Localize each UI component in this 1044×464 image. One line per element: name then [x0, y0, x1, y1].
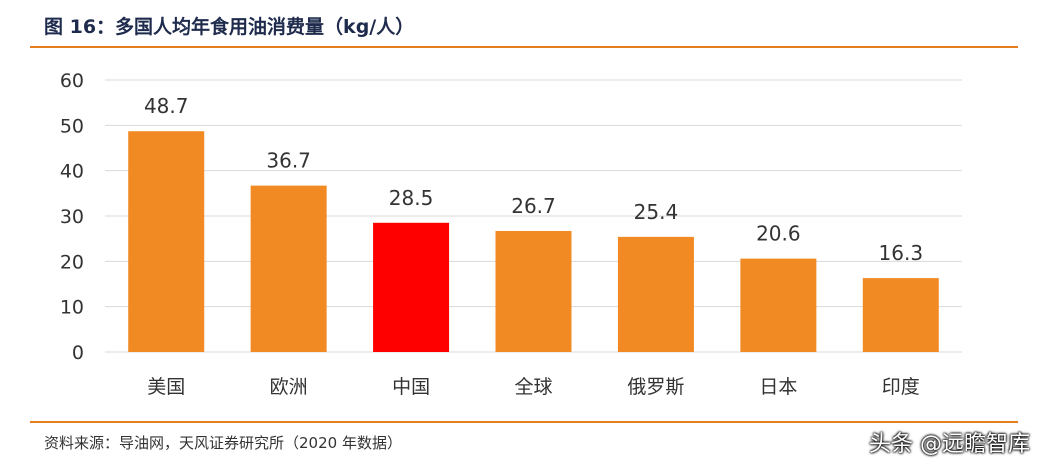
x-tick-label: 美国 — [147, 376, 185, 398]
x-tick-label: 俄罗斯 — [627, 376, 684, 398]
y-tick-label: 0 — [72, 342, 84, 364]
data-label: 28.5 — [389, 186, 434, 210]
y-tick-label: 40 — [60, 161, 84, 183]
watermark: 头条 @远瞻智库 — [869, 432, 1030, 457]
y-tick-label: 20 — [60, 251, 84, 273]
x-tick-label: 印度 — [882, 376, 920, 398]
bar-7 — [862, 278, 939, 352]
y-tick-label: 50 — [60, 115, 84, 137]
bar-6 — [740, 258, 817, 352]
bar-3 — [373, 222, 450, 352]
figure-title: 图 16：多国人均年食用油消费量（kg/人） — [44, 16, 415, 38]
data-label: 26.7 — [511, 194, 556, 218]
x-tick-label: 欧洲 — [270, 376, 308, 398]
x-tick-label: 日本 — [759, 376, 797, 398]
bar-4 — [495, 230, 572, 352]
source-note: 资料来源：导油网，天风证券研究所（2020 年数据） — [44, 434, 402, 452]
data-label: 20.6 — [756, 222, 801, 246]
data-label: 16.3 — [879, 241, 924, 265]
bar-2 — [250, 185, 327, 352]
x-tick-label: 中国 — [392, 376, 430, 398]
y-tick-label: 60 — [60, 70, 84, 92]
y-tick-label: 10 — [60, 297, 84, 319]
data-label: 25.4 — [634, 200, 679, 224]
bar-5 — [617, 236, 694, 352]
bar-1 — [128, 131, 205, 352]
y-tick-label: 30 — [60, 206, 84, 228]
data-label: 36.7 — [266, 149, 311, 173]
title-rule — [30, 46, 1018, 48]
footer-rule — [30, 421, 1018, 423]
data-label: 48.7 — [144, 94, 189, 118]
x-tick-label: 全球 — [514, 376, 552, 398]
